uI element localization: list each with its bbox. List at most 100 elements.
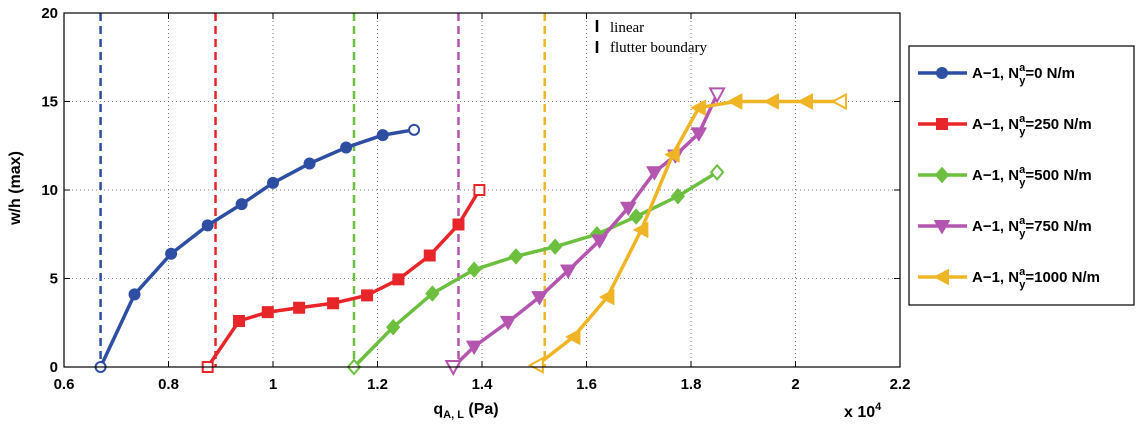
x-tick-label: 2 <box>791 376 799 393</box>
x-tick-label: 2.2 <box>890 376 911 393</box>
data-point <box>548 238 563 255</box>
data-point <box>386 319 401 336</box>
data-point <box>620 201 637 216</box>
x-axis-label-suffix: (Pa) <box>464 401 499 418</box>
y-axis-label: w/h (max) <box>7 151 24 226</box>
x-axis-label: qA, L (Pa) <box>433 401 498 421</box>
legend-tail: =0 N/m <box>1025 65 1075 82</box>
legend-marker <box>934 269 949 285</box>
legend-base: A−1, N <box>972 167 1019 184</box>
data-point <box>709 163 725 181</box>
x-tick-label: 1.6 <box>576 376 597 393</box>
data-point <box>425 285 440 302</box>
x-multiplier-prefix: x 10 <box>844 404 875 421</box>
data-point <box>670 188 685 205</box>
y-tick-label: 0 <box>50 359 58 376</box>
legend-tail: =1000 N/m <box>1025 269 1100 286</box>
series <box>201 184 486 373</box>
legend-sup: a <box>1019 215 1026 227</box>
legend-tail: =500 N/m <box>1025 167 1091 184</box>
x-multiplier-exponent: 4 <box>875 401 882 413</box>
legend-marker <box>936 118 948 130</box>
data-point <box>233 314 246 327</box>
data-point <box>708 87 726 104</box>
legend-label: A−1, Na y=250 N/m <box>972 113 1092 138</box>
legend-sup: a <box>1019 164 1026 176</box>
legend: A−1, Na y=0 N/mA−1, Na y=250 N/mA−1, Na y=5… <box>908 45 1135 306</box>
legend-tail: =750 N/m <box>1025 218 1091 235</box>
y-tick-label: 15 <box>41 94 58 111</box>
legend-label: A−1, Na y=0 N/m <box>972 62 1075 87</box>
legend-label: A−1, Na y=1000 N/m <box>972 266 1100 291</box>
plot-frame <box>63 12 901 368</box>
x-tick-label: 1.4 <box>472 376 494 393</box>
data-point <box>531 291 548 306</box>
x-tick-label: 0.8 <box>158 376 179 393</box>
x-axis-label-main: q <box>433 401 443 418</box>
legend-item: A−1, Na y=500 N/m <box>918 164 1092 189</box>
legend-sub: y <box>1019 177 1026 189</box>
data-point <box>508 248 523 265</box>
series-line <box>98 128 415 368</box>
data-point <box>261 306 274 319</box>
x-tick-label: 0.6 <box>54 376 75 393</box>
data-point <box>201 219 214 232</box>
data-point <box>235 198 248 211</box>
legend-base: A−1, N <box>972 269 1019 286</box>
x-tick-label: 1.8 <box>681 376 702 393</box>
x-axis-label-sub: A, L <box>443 409 464 421</box>
data-point <box>128 288 141 301</box>
x-tick-label: 1.2 <box>367 376 388 393</box>
legend-marker <box>936 67 948 79</box>
data-point <box>629 208 644 225</box>
legend-item: A−1, Na y=0 N/m <box>918 62 1075 87</box>
data-point <box>408 123 421 136</box>
x-multiplier-label: x 104 <box>844 401 882 421</box>
flutter-boundaries <box>99 13 546 367</box>
data-point <box>690 127 707 142</box>
data-point <box>473 184 486 196</box>
data-point <box>303 157 316 170</box>
data-point <box>452 218 465 231</box>
data-point <box>423 249 436 262</box>
data-point <box>466 340 483 355</box>
legend-marker <box>935 167 949 183</box>
legend-item: A−1, Na y=250 N/m <box>918 113 1092 138</box>
data-point <box>500 315 517 330</box>
data-point <box>690 99 706 116</box>
data-point <box>727 93 743 110</box>
data-point <box>165 247 178 260</box>
series-line <box>206 189 481 368</box>
data-point <box>340 141 353 154</box>
data-point <box>376 129 389 142</box>
legend-sub: y <box>1019 279 1026 291</box>
x-tick-label: 1 <box>269 376 277 393</box>
annotation: linear flutter boundary <box>595 20 708 56</box>
annotation-flutter-boundary: flutter boundary <box>610 40 708 56</box>
data-point <box>560 264 577 279</box>
data-series <box>94 87 847 377</box>
data-point <box>633 221 649 238</box>
legend-base: A−1, N <box>972 116 1019 133</box>
data-point <box>527 356 544 374</box>
data-point <box>293 301 306 314</box>
series-line <box>352 170 719 369</box>
legend-marker <box>934 220 950 234</box>
data-point <box>797 93 813 110</box>
data-point <box>664 146 680 163</box>
series-line <box>535 99 840 367</box>
data-point <box>646 166 663 181</box>
data-point <box>267 176 279 189</box>
legend-item: A−1, Na y=750 N/m <box>918 215 1092 240</box>
legend-sub: y <box>1019 75 1026 87</box>
legend-label: A−1, Na y=750 N/m <box>972 215 1092 240</box>
legend-sub: y <box>1019 126 1026 138</box>
data-point <box>327 297 340 310</box>
legend-base: A−1, N <box>972 218 1019 235</box>
y-tick-label: 5 <box>50 271 58 288</box>
legend-sub: y <box>1019 228 1026 240</box>
data-point <box>392 273 405 286</box>
legend-sup: a <box>1019 113 1026 125</box>
series <box>346 163 725 376</box>
